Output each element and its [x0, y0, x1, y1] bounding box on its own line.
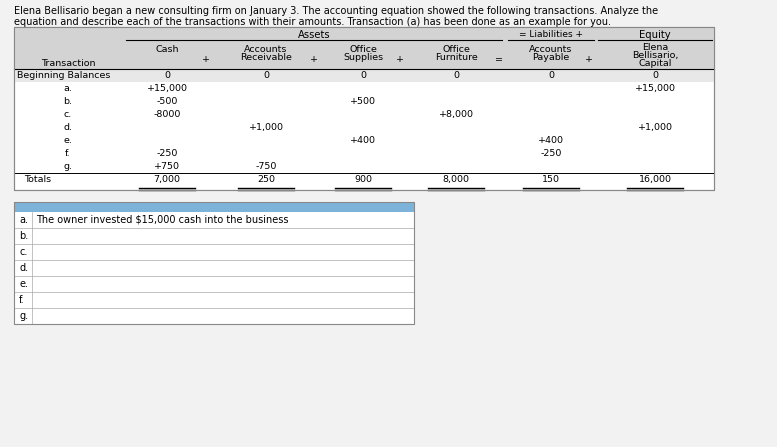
Text: -500: -500	[156, 97, 178, 106]
Text: The owner invested $15,000 cash into the business: The owner invested $15,000 cash into the…	[36, 215, 288, 225]
Text: 0: 0	[453, 71, 459, 80]
Text: -250: -250	[156, 149, 178, 158]
Text: g.: g.	[19, 311, 28, 321]
Text: 150: 150	[542, 175, 560, 184]
Text: 0: 0	[263, 71, 269, 80]
Text: = Liabilities +: = Liabilities +	[519, 30, 583, 39]
Text: Transaction: Transaction	[40, 59, 96, 68]
Text: Receivable: Receivable	[240, 53, 292, 62]
Text: Accounts: Accounts	[244, 45, 287, 54]
Text: +15,000: +15,000	[635, 84, 675, 93]
Text: Assets: Assets	[298, 30, 330, 40]
Text: 0: 0	[360, 71, 366, 80]
Text: Supplies: Supplies	[343, 53, 383, 62]
Bar	[14, 202, 414, 212]
Text: 16,000: 16,000	[639, 175, 671, 184]
Text: b.: b.	[64, 97, 72, 106]
Text: c.: c.	[64, 110, 72, 119]
Text: Elena Bellisario began a new consulting firm on January 3. The accounting equati: Elena Bellisario began a new consulting …	[14, 6, 658, 16]
Text: e.: e.	[64, 136, 72, 145]
Text: 250: 250	[257, 175, 275, 184]
Text: +: +	[310, 55, 318, 64]
Text: f.: f.	[19, 295, 25, 305]
Bar	[14, 27, 714, 190]
Text: f.: f.	[65, 149, 71, 158]
Text: Capital: Capital	[639, 59, 671, 68]
Bar	[14, 244, 414, 260]
Text: Equity: Equity	[639, 30, 671, 40]
Text: e.: e.	[19, 279, 28, 289]
Bar	[14, 27, 714, 69]
Text: 8,000: 8,000	[442, 175, 469, 184]
Text: +: +	[585, 55, 593, 64]
Text: Totals: Totals	[24, 175, 51, 184]
Text: Furniture: Furniture	[434, 53, 477, 62]
Text: Cash: Cash	[155, 45, 179, 54]
Text: Bellisario,: Bellisario,	[632, 51, 678, 60]
Bar	[14, 276, 414, 292]
Bar	[14, 69, 714, 82]
Text: equation and describe each of the transactions with their amounts. Transaction (: equation and describe each of the transa…	[14, 17, 611, 27]
Bar	[14, 202, 414, 324]
Text: -750: -750	[256, 162, 277, 171]
Text: Beginning Balances: Beginning Balances	[17, 71, 110, 80]
Text: +: +	[396, 55, 404, 64]
Text: +8,000: +8,000	[438, 110, 473, 119]
Text: d.: d.	[19, 263, 28, 273]
Bar	[14, 27, 714, 190]
Text: -250: -250	[540, 149, 562, 158]
Text: g.: g.	[64, 162, 72, 171]
Bar	[14, 308, 414, 324]
Text: +400: +400	[538, 136, 564, 145]
Text: Office: Office	[349, 45, 377, 54]
Text: =: =	[495, 55, 503, 64]
Text: b.: b.	[19, 231, 28, 241]
Text: +1,000: +1,000	[637, 123, 673, 132]
Text: +15,000: +15,000	[147, 84, 187, 93]
Bar	[14, 228, 414, 244]
Text: 900: 900	[354, 175, 372, 184]
Text: +400: +400	[350, 136, 376, 145]
Bar	[14, 292, 414, 308]
Text: 0: 0	[548, 71, 554, 80]
Text: +: +	[202, 55, 210, 64]
Text: c.: c.	[19, 247, 27, 257]
Bar	[14, 260, 414, 276]
Text: a.: a.	[64, 84, 72, 93]
Text: Office: Office	[442, 45, 470, 54]
Text: d.: d.	[64, 123, 72, 132]
Text: +750: +750	[154, 162, 180, 171]
Text: +1,000: +1,000	[249, 123, 284, 132]
Text: 0: 0	[164, 71, 170, 80]
Text: Accounts: Accounts	[529, 45, 573, 54]
Text: 7,000: 7,000	[154, 175, 180, 184]
Text: Payable: Payable	[532, 53, 570, 62]
Bar	[14, 212, 414, 228]
Text: +500: +500	[350, 97, 376, 106]
Text: Elena: Elena	[642, 43, 668, 52]
Text: a.: a.	[19, 215, 28, 225]
Text: -8000: -8000	[153, 110, 181, 119]
Text: 0: 0	[652, 71, 658, 80]
